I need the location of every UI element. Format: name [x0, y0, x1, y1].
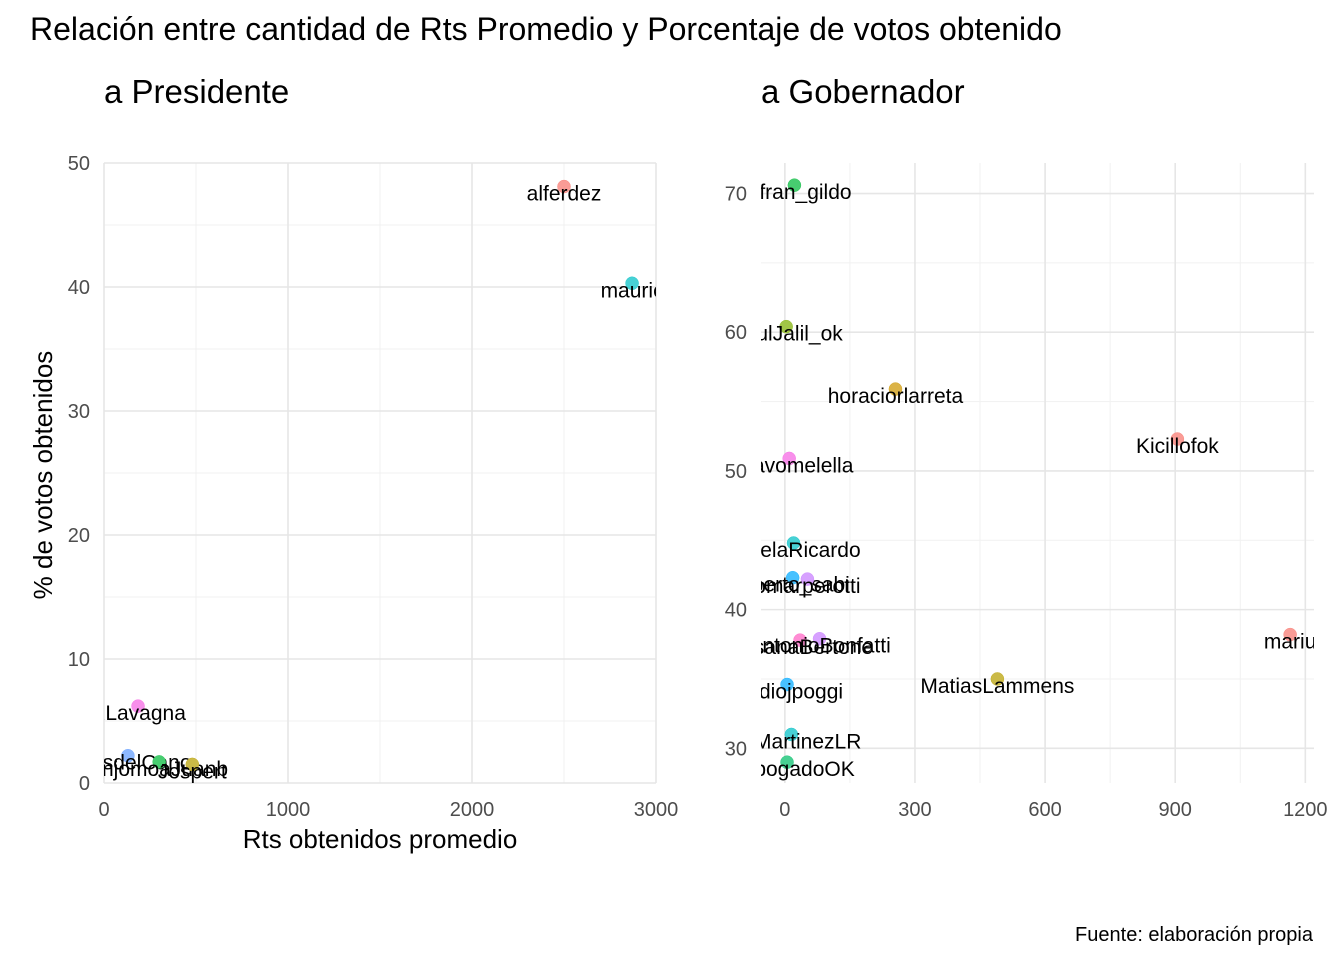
point-label: alferdez — [527, 183, 602, 206]
points-presidente: alferdezmauricRLavagnacolasdelCanoanjomo… — [64, 179, 664, 783]
point-label: ulioMartinezLR — [721, 730, 861, 753]
data-point — [787, 178, 802, 192]
y-tick-label: 40 — [725, 600, 747, 622]
point-label: horaciorlarreta — [828, 385, 964, 408]
data-point — [779, 319, 793, 334]
chart-title: Relación entre cantidad de Rts Promedio … — [30, 11, 1062, 47]
point-label: ustavomelella — [725, 454, 854, 477]
point-label: RosanaBertone — [727, 636, 873, 659]
point-label: nsfran_gildo — [737, 181, 851, 204]
point-label: RLavagna — [90, 702, 186, 725]
y-tick-label: 10 — [68, 649, 90, 671]
y-tick-label: 70 — [725, 184, 747, 206]
point-label: rianbogadoOK — [719, 758, 854, 781]
data-point — [131, 699, 145, 713]
data-point — [121, 748, 135, 763]
y-tick-label: 60 — [725, 322, 747, 344]
caption: Fuente: elaboración propia — [1075, 924, 1314, 946]
x-ticks-gobernador: 0 300 600 900 1200 — [779, 799, 1327, 821]
data-point — [782, 451, 796, 466]
data-point — [784, 727, 799, 742]
point-label: Jospert — [158, 760, 227, 783]
point-label: mariu — [1264, 631, 1317, 654]
x-tick-label: 0 — [98, 799, 109, 821]
y-tick-label: 30 — [725, 738, 747, 760]
x-ticks-presidente: 0 1000 2000 3000 — [98, 799, 678, 821]
grid-gobernador — [761, 163, 1314, 783]
y-ticks-presidente: 0 10 20 30 40 50 — [68, 153, 90, 795]
data-point — [185, 757, 200, 772]
data-point — [990, 672, 1005, 686]
data-point — [812, 631, 827, 646]
data-point — [785, 570, 800, 585]
points-gobernador: nsfran_gildo RaulJalil_ok horaciorlarreta K… — [719, 178, 1317, 781]
panel-presidente: a Presidente 0 10 20 30 40 50 0 1000 2000 3000 a… — [28, 73, 678, 854]
y-ticks-gobernador: 30 40 50 60 70 — [725, 184, 747, 761]
y-tick-label: 20 — [68, 525, 90, 547]
x-tick-label: 900 — [1159, 799, 1192, 821]
x-tick-label: 3000 — [634, 799, 679, 821]
point-label: mauric — [601, 279, 664, 302]
panel-title-gobernador: a Gobernador — [761, 73, 965, 110]
y-tick-label: 50 — [725, 461, 747, 483]
data-point — [1170, 432, 1185, 446]
point-label: laudiojpoggi — [731, 681, 843, 704]
point-label: Kicillofok — [1136, 435, 1219, 458]
data-point — [1283, 627, 1297, 642]
x-tick-label: 2000 — [450, 799, 495, 821]
y-tick-label: 40 — [68, 277, 90, 299]
point-label: MatiasLammens — [920, 675, 1074, 698]
data-point — [793, 633, 807, 647]
x-tick-label: 1200 — [1283, 799, 1328, 821]
point-label: AntonioBonfatti — [748, 635, 890, 658]
x-tick-label: 1000 — [266, 799, 311, 821]
data-point — [557, 179, 571, 194]
y-tick-label: 0 — [79, 773, 90, 795]
grid-presidente — [103, 162, 657, 784]
y-tick-label: 50 — [68, 153, 90, 175]
data-point — [152, 755, 166, 769]
x-tick-label: 0 — [779, 799, 790, 821]
data-point — [888, 382, 903, 396]
point-label: omarperotti — [754, 575, 860, 598]
panel-gobernador: a Gobernador 30 40 50 60 70 0 300 600 900 1200 n… — [719, 73, 1328, 821]
data-point — [786, 536, 801, 550]
point-label: colasdelCano — [64, 752, 191, 775]
x-tick-label: 300 — [898, 799, 931, 821]
point-label: uintelaRicardo — [726, 539, 860, 562]
x-axis-title-presidente: Rts obtenidos promedio — [243, 824, 518, 854]
data-point — [780, 755, 794, 769]
data-point — [625, 276, 639, 291]
panel-title-presidente: a Presidente — [104, 73, 289, 110]
x-tick-label: 600 — [1028, 799, 1061, 821]
data-point — [780, 677, 794, 692]
y-tick-label: 30 — [68, 401, 90, 423]
y-axis-title-presidente: % de votos obtenidos — [28, 351, 58, 600]
data-point — [800, 572, 815, 586]
point-label: RaulJalil_ok — [730, 323, 844, 346]
